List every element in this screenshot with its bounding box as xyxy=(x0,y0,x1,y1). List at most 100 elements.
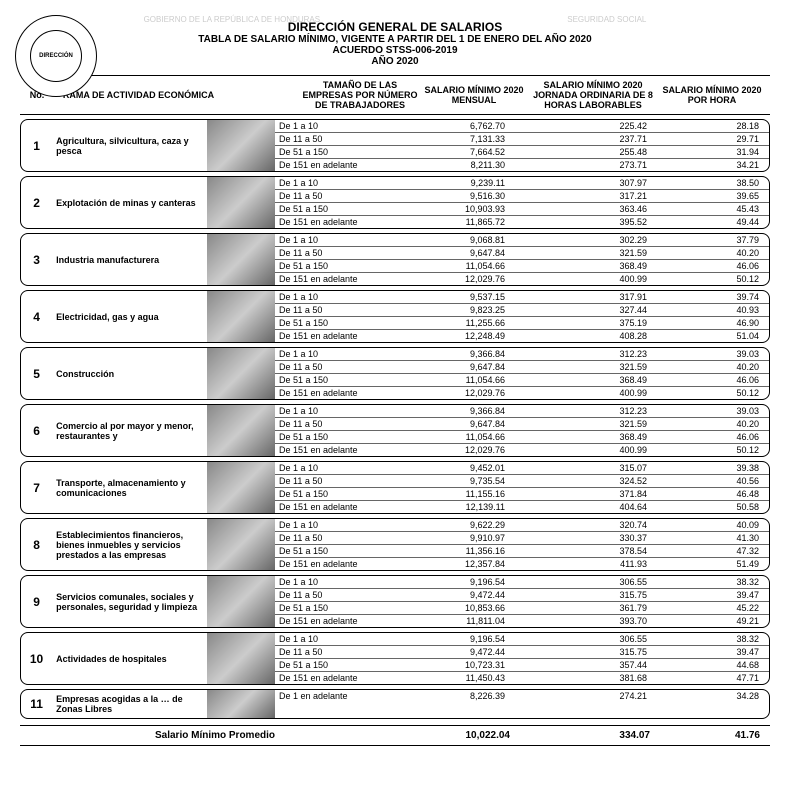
section-no: 11 xyxy=(21,690,52,718)
tier-hora: 46.48 xyxy=(657,488,769,500)
tier-mensual: 9,910.97 xyxy=(403,532,515,544)
tier-size: De 151 en adelante xyxy=(275,159,403,171)
tier-mensual: 11,356.16 xyxy=(403,545,515,557)
tier-mensual: 12,139.11 xyxy=(403,501,515,513)
tier-jornada: 273.71 xyxy=(515,159,657,171)
tier-row: De 1 a 109,196.54306.5538.32 xyxy=(275,633,769,646)
activity-image xyxy=(207,291,275,342)
tier-mensual: 11,054.66 xyxy=(403,260,515,272)
tier-jornada: 393.70 xyxy=(515,615,657,627)
tier-hora: 41.30 xyxy=(657,532,769,544)
tier-hora: 34.28 xyxy=(657,690,769,702)
tier-row: De 11 a 509,647.84321.5940.20 xyxy=(275,247,769,260)
tier-mensual: 9,735.54 xyxy=(403,475,515,487)
tier-mensual: 12,029.76 xyxy=(403,387,515,399)
tier-row: De 51 a 15011,155.16371.8446.48 xyxy=(275,488,769,501)
section-no: 6 xyxy=(21,405,52,456)
tier-size: De 11 a 50 xyxy=(275,304,403,316)
tier-hora: 29.71 xyxy=(657,133,769,145)
tier-hora: 38.50 xyxy=(657,177,769,189)
tier-jornada: 320.74 xyxy=(515,519,657,531)
tier-row: De 11 a 509,516.30317.2139.65 xyxy=(275,190,769,203)
tier-size: De 11 a 50 xyxy=(275,133,403,145)
tier-jornada: 361.79 xyxy=(515,602,657,614)
tier-size: De 151 en adelante xyxy=(275,216,403,228)
tier-jornada: 330.37 xyxy=(515,532,657,544)
activity-image xyxy=(207,234,275,285)
section-activity: Servicios comunales, sociales y personal… xyxy=(52,576,207,627)
tier-row: De 1 en adelante8,226.39274.2134.28 xyxy=(275,690,769,702)
tier-row: De 11 a 509,472.44315.7539.47 xyxy=(275,646,769,659)
tier-mensual: 10,853.66 xyxy=(403,602,515,614)
tier-hora: 46.06 xyxy=(657,260,769,272)
tier-jornada: 378.54 xyxy=(515,545,657,557)
tier-hora: 39.38 xyxy=(657,462,769,474)
tier-jornada: 315.75 xyxy=(515,646,657,658)
title-year: AÑO 2020 xyxy=(20,56,770,67)
tier-row: De 1 a 109,366.84312.2339.03 xyxy=(275,348,769,361)
section-activity: Explotación de minas y canteras xyxy=(52,177,207,228)
tier-hora: 46.06 xyxy=(657,374,769,386)
tier-mensual: 9,452.01 xyxy=(403,462,515,474)
seal-center: DIRECCIÓN xyxy=(39,53,73,59)
tier-mensual: 11,054.66 xyxy=(403,431,515,443)
section-activity: Empresas acogidas a la … de Zonas Libres xyxy=(52,690,207,718)
tier-row: De 151 en adelante11,450.43381.6847.71 xyxy=(275,672,769,684)
activity-image xyxy=(207,177,275,228)
tier-size: De 51 a 150 xyxy=(275,374,403,386)
tier-jornada: 357.44 xyxy=(515,659,657,671)
tier-row: De 51 a 15011,054.66368.4946.06 xyxy=(275,260,769,273)
tier-mensual: 11,450.43 xyxy=(403,672,515,684)
section-activity: Electricidad, gas y agua xyxy=(52,291,207,342)
footer-hora: 41.76 xyxy=(660,730,770,741)
tier-size: De 1 a 10 xyxy=(275,291,403,303)
tier-hora: 39.65 xyxy=(657,190,769,202)
tier-jornada: 375.19 xyxy=(515,317,657,329)
tier-row: De 151 en adelante11,811.04393.7049.21 xyxy=(275,615,769,627)
activity-section: 9Servicios comunales, sociales y persona… xyxy=(20,575,770,628)
tier-jornada: 321.59 xyxy=(515,418,657,430)
tier-jornada: 306.55 xyxy=(515,576,657,588)
tier-size: De 151 en adelante xyxy=(275,615,403,627)
tier-row: De 51 a 15011,255.66375.1946.90 xyxy=(275,317,769,330)
tier-size: De 1 a 10 xyxy=(275,177,403,189)
activity-image xyxy=(207,576,275,627)
tier-size: De 51 a 150 xyxy=(275,317,403,329)
activity-section: 11Empresas acogidas a la … de Zonas Libr… xyxy=(20,689,770,719)
tier-size: De 51 a 150 xyxy=(275,260,403,272)
tier-row: De 51 a 15010,853.66361.7945.22 xyxy=(275,602,769,615)
tier-row: De 151 en adelante12,029.76400.9950.12 xyxy=(275,387,769,399)
tier-hora: 39.47 xyxy=(657,646,769,658)
tier-row: De 1 a 109,239.11307.9738.50 xyxy=(275,177,769,190)
tier-mensual: 10,723.31 xyxy=(403,659,515,671)
tier-size: De 11 a 50 xyxy=(275,418,403,430)
tier-size: De 51 a 150 xyxy=(275,488,403,500)
tier-hora: 39.03 xyxy=(657,405,769,417)
tier-jornada: 368.49 xyxy=(515,374,657,386)
tier-size: De 11 a 50 xyxy=(275,190,403,202)
tier-size: De 51 a 150 xyxy=(275,659,403,671)
tier-size: De 1 a 10 xyxy=(275,462,403,474)
activity-image xyxy=(207,633,275,684)
section-no: 5 xyxy=(21,348,52,399)
footer-jornada: 334.07 xyxy=(520,730,660,741)
tier-row: De 151 en adelante11,865.72395.5249.44 xyxy=(275,216,769,228)
tier-size: De 11 a 50 xyxy=(275,589,403,601)
tier-hora: 40.09 xyxy=(657,519,769,531)
tier-jornada: 371.84 xyxy=(515,488,657,500)
tier-row: De 1 a 109,622.29320.7440.09 xyxy=(275,519,769,532)
tier-size: De 11 a 50 xyxy=(275,247,403,259)
tier-row: De 1 a 109,366.84312.2339.03 xyxy=(275,405,769,418)
tier-size: De 51 a 150 xyxy=(275,203,403,215)
tier-hora: 45.43 xyxy=(657,203,769,215)
tier-hora: 51.49 xyxy=(657,558,769,570)
tier-hora: 39.74 xyxy=(657,291,769,303)
tier-row: De 11 a 509,823.25327.4440.93 xyxy=(275,304,769,317)
tier-mensual: 12,029.76 xyxy=(403,444,515,456)
official-seal: DIRECCIÓN xyxy=(15,15,97,97)
section-no: 7 xyxy=(21,462,52,513)
tier-size: De 151 en adelante xyxy=(275,558,403,570)
tier-row: De 11 a 509,647.84321.5940.20 xyxy=(275,361,769,374)
tier-hora: 40.20 xyxy=(657,361,769,373)
tier-row: De 11 a 509,910.97330.3741.30 xyxy=(275,532,769,545)
